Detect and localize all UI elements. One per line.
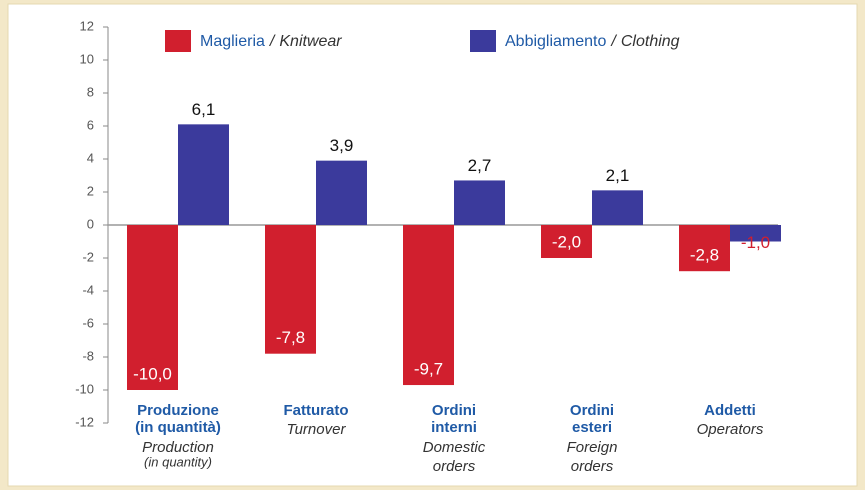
x-tick-label-en: Production <box>142 439 214 456</box>
bar <box>454 180 505 225</box>
x-tick-label-en: Operators <box>697 421 764 438</box>
y-tick-label: 12 <box>80 18 94 33</box>
legend-swatch <box>470 30 496 52</box>
legend-name: Maglieria <box>200 33 265 50</box>
bar <box>403 225 454 386</box>
value-label: -1,0 <box>741 233 770 252</box>
y-tick-label: 4 <box>87 150 94 165</box>
x-tick-label-en: orders <box>433 458 476 475</box>
y-tick-label: 10 <box>80 51 94 66</box>
value-label: -9,7 <box>414 360 443 379</box>
y-tick-label: 8 <box>87 84 94 99</box>
bar <box>679 225 730 272</box>
x-tick-label: Ordini <box>570 402 614 419</box>
bar <box>730 225 781 242</box>
x-tick-label: Fatturato <box>284 402 349 419</box>
bar <box>541 225 592 258</box>
legend-swatch <box>165 30 191 52</box>
value-label: 2,7 <box>468 156 492 175</box>
x-tick-label-en: orders <box>571 458 614 475</box>
value-label: -2,0 <box>552 232 581 251</box>
y-tick-label: 6 <box>87 117 94 132</box>
value-label: 3,9 <box>330 136 354 155</box>
bar <box>316 160 367 225</box>
y-tick-label: -2 <box>82 249 94 264</box>
legend-separator: / <box>269 33 276 50</box>
y-tick-label: -4 <box>82 282 94 297</box>
x-tick-label: (in quantità) <box>135 419 221 436</box>
y-tick-label: -10 <box>75 381 94 396</box>
x-tick-label: interni <box>431 419 477 436</box>
x-tick-label-en: Turnover <box>287 421 347 438</box>
x-tick-label: Ordini <box>432 402 476 419</box>
x-tick-label-en: Foreign <box>567 439 618 456</box>
x-tick-label: esteri <box>572 419 612 436</box>
x-tick-label-en: (in quantity) <box>144 454 212 469</box>
y-tick-label: -6 <box>82 315 94 330</box>
value-label: 6,1 <box>192 100 216 119</box>
legend-name-en: Knitwear <box>279 33 342 50</box>
legend-separator: / <box>610 33 617 50</box>
bar <box>178 124 229 225</box>
legend-name: Abbigliamento <box>505 33 607 50</box>
y-tick-label: 2 <box>87 183 94 198</box>
y-tick-label: 0 <box>87 216 94 231</box>
value-label: -2,8 <box>690 246 719 265</box>
bar <box>127 225 178 390</box>
y-tick-label: -12 <box>75 414 94 429</box>
legend-label: Maglieria / Knitwear <box>200 33 342 50</box>
bar <box>592 190 643 225</box>
value-label: 2,1 <box>606 166 630 185</box>
value-label: -7,8 <box>276 328 305 347</box>
x-tick-label: Produzione <box>137 402 219 419</box>
value-label: -10,0 <box>133 364 172 383</box>
x-tick-label-en: Domestic <box>423 439 486 456</box>
x-tick-label: Addetti <box>704 402 756 419</box>
bar <box>265 225 316 354</box>
y-tick-label: -8 <box>82 348 94 363</box>
legend-label: Abbigliamento / Clothing <box>505 33 680 50</box>
legend-name-en: Clothing <box>621 33 680 50</box>
